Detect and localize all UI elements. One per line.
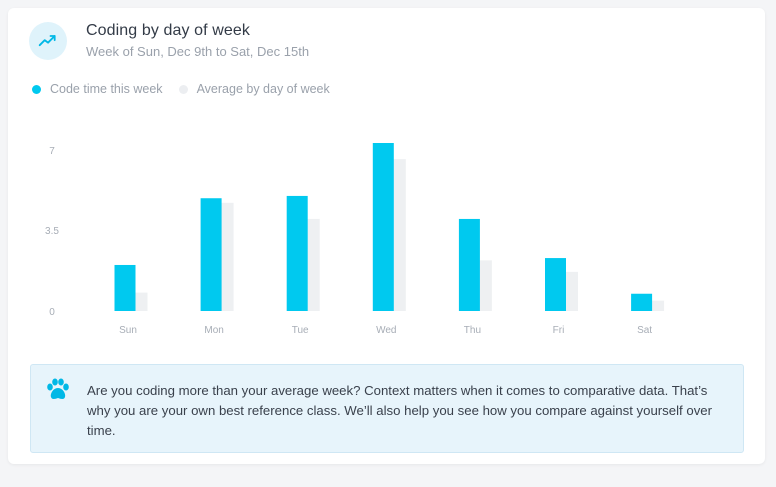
x-tick-label-fri: Fri [553,325,565,336]
x-tick-label-sun: Sun [119,325,137,336]
bar-this-week-mon[interactable] [200,198,222,311]
x-tick-label-sat: Sat [637,325,652,336]
bar-this-week-thu[interactable] [458,218,480,311]
bar-this-week-wed[interactable] [372,143,394,311]
legend-label-this-week: Code time this week [50,82,163,96]
y-tick-label: 3.5 [45,226,59,237]
y-tick-label: 0 [49,307,55,318]
chart-legend: Code time this week Average by day of we… [32,82,346,96]
legend-swatch-this-week [32,84,41,94]
bar-average-sat[interactable] [645,300,665,311]
legend-swatch-average [178,84,188,94]
trending-up-icon [29,22,67,60]
paw-icon [45,377,71,403]
legend-item-this-week[interactable]: Code time this week [32,82,163,96]
chart-subtitle: Week of Sun, Dec 9th to Sat, Dec 15th [86,44,310,59]
y-tick-label: 7 [49,146,55,157]
x-tick-label-tue: Tue [292,325,309,336]
bar-this-week-sat[interactable] [631,293,653,311]
chart-title: Coding by day of week [86,22,250,39]
x-tick-label-wed: Wed [376,325,396,336]
bar-this-week-sun[interactable] [114,264,136,311]
tip-text: Are you coding more than your average we… [87,383,713,438]
bar-chart: 7 3.5 0 Sun Mon Tue Wed Thu Fri Sat [45,143,665,336]
coding-by-day-card: Coding by day of week Week of Sun, Dec 9… [8,8,765,464]
legend-item-average[interactable]: Average by day of week [178,82,330,96]
bar-this-week-tue[interactable] [286,195,308,311]
x-tick-label-mon: Mon [204,325,223,336]
legend-label-average: Average by day of week [196,82,330,96]
tip-box: Are you coding more than your average we… [30,364,744,453]
bar-this-week-fri[interactable] [545,258,566,311]
x-tick-label-thu: Thu [464,325,481,336]
